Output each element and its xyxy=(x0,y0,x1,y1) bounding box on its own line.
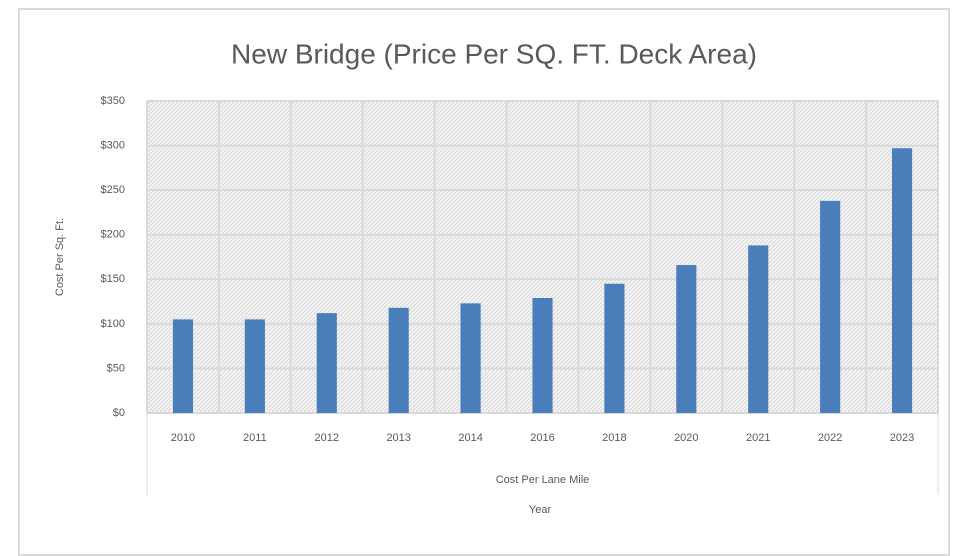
bar xyxy=(244,319,265,413)
x-tick-label: 2011 xyxy=(243,432,267,444)
x-tick-label: 2014 xyxy=(458,432,482,444)
y-tick-label: $250 xyxy=(101,184,125,196)
y-axis-title: Cost Per Sq. Ft. xyxy=(54,218,66,296)
x-axis-title: Year xyxy=(529,504,552,516)
bar xyxy=(748,245,769,413)
x-tick-label: 2022 xyxy=(818,432,842,444)
x-tick-label: 2012 xyxy=(315,432,339,444)
y-tick-label: $150 xyxy=(101,273,125,285)
bar xyxy=(388,307,409,413)
legend-label: Cost Per Lane Mile xyxy=(496,474,590,486)
bar xyxy=(532,298,553,413)
x-tick-label: 2020 xyxy=(674,432,698,444)
bar xyxy=(604,283,625,413)
bar xyxy=(172,319,194,413)
x-tick-label: 2023 xyxy=(890,432,914,444)
bar xyxy=(316,313,337,413)
bar xyxy=(460,303,481,413)
bar xyxy=(891,148,913,413)
y-tick-label: $350 xyxy=(101,95,125,107)
x-tick-label: 2021 xyxy=(746,432,770,444)
y-tick-label: $100 xyxy=(101,318,125,330)
y-tick-label: $200 xyxy=(101,229,125,241)
x-tick-label: 2016 xyxy=(530,432,554,444)
x-tick-label: 2013 xyxy=(386,432,410,444)
x-tick-label: 2018 xyxy=(602,432,626,444)
bar xyxy=(820,200,841,413)
y-tick-label: $300 xyxy=(101,139,125,151)
x-tick-label: 2010 xyxy=(171,432,195,444)
y-tick-label: $0 xyxy=(113,407,125,419)
y-tick-label: $50 xyxy=(107,362,125,374)
bar xyxy=(676,265,697,413)
chart-title: New Bridge (Price Per SQ. FT. Deck Area) xyxy=(231,38,757,69)
